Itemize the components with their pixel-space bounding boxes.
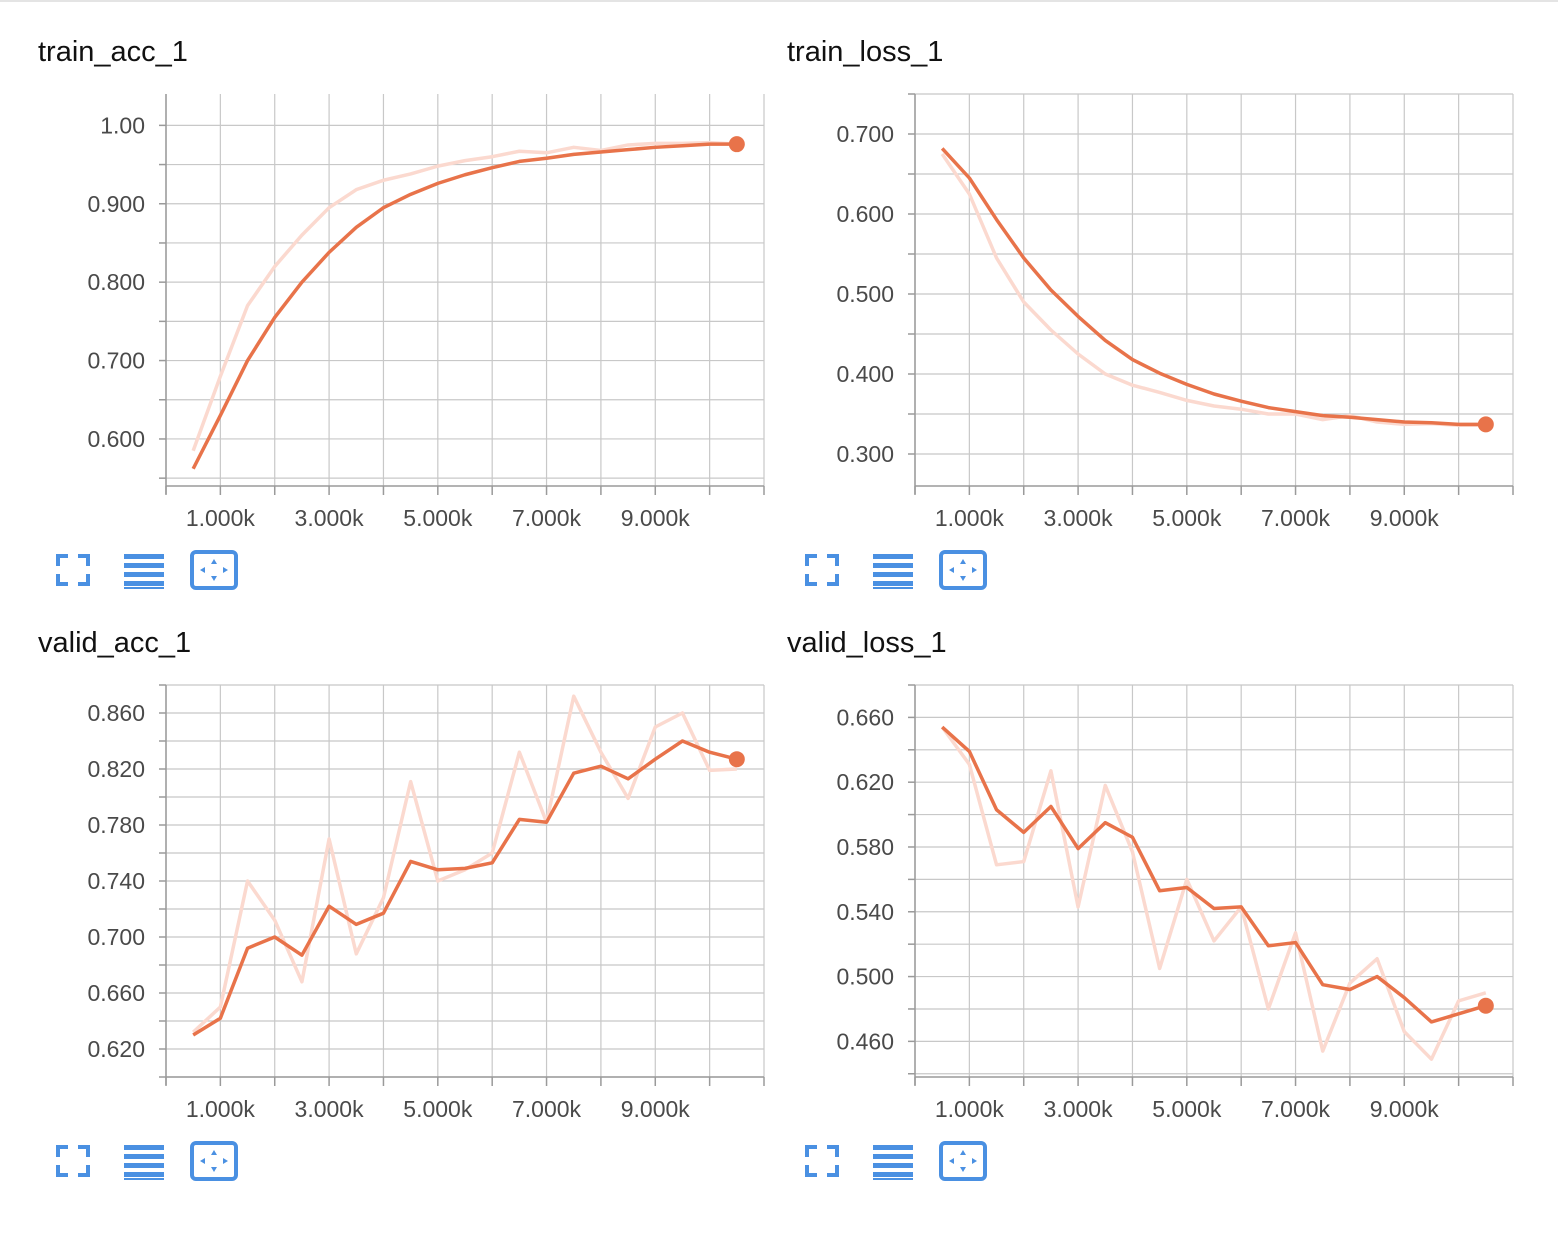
chart-title: valid_acc_1 xyxy=(38,627,192,659)
fullscreen-icon-glyph xyxy=(56,554,90,586)
fullscreen-icon-glyph xyxy=(805,1145,839,1177)
smoothed-series-line xyxy=(191,142,737,470)
chart-title: valid_loss_1 xyxy=(787,627,947,659)
gridlines xyxy=(165,684,765,1078)
top-divider xyxy=(0,0,1558,2)
chart-controls xyxy=(52,550,252,590)
y-tick-label: 0.660 xyxy=(836,704,894,730)
x-tick-label: 7.000k xyxy=(1261,1096,1331,1122)
fullscreen-icon[interactable] xyxy=(801,550,843,590)
x-tick-label: 9.000k xyxy=(621,505,691,531)
chart-card-train-loss: train_loss_1 1.000k 3.000k 5.000k 7.000k 9.0… xyxy=(749,0,1514,590)
x-tick-label: 7.000k xyxy=(1261,505,1331,531)
gridlines xyxy=(165,94,765,486)
raw-series-line xyxy=(940,153,1486,427)
data-table-icon[interactable] xyxy=(122,550,166,590)
x-tick-label: 9.000k xyxy=(1370,505,1440,531)
y-tick-label: 0.620 xyxy=(836,769,894,795)
chart-title: train_loss_1 xyxy=(787,36,944,68)
x-tick-label: 3.000k xyxy=(295,505,365,531)
data-table-icon-glyph xyxy=(124,1145,164,1180)
y-tick-label: 0.660 xyxy=(87,980,145,1006)
y-tick-label: 0.500 xyxy=(836,281,894,307)
smoothed-series-line xyxy=(941,725,1487,1024)
x-tick-label: 7.000k xyxy=(512,505,582,531)
x-tick-label: 1.000k xyxy=(935,1096,1005,1122)
y-tick-label: 0.540 xyxy=(836,899,894,925)
line-chart-valid-acc: 1.000k 3.000k 5.000k 7.000k 9.000k 0.620 0.660… xyxy=(87,684,765,1122)
y-tick-label: 0.740 xyxy=(87,868,145,894)
fit-domain-icon-glyph xyxy=(939,550,987,590)
y-tick-label: 0.600 xyxy=(836,201,894,227)
fullscreen-icon[interactable] xyxy=(801,1141,843,1181)
fullscreen-icon-glyph xyxy=(805,554,839,586)
data-table-icon[interactable] xyxy=(122,1141,166,1181)
y-tick-label: 0.700 xyxy=(836,121,894,147)
x-tick-label: 3.000k xyxy=(1044,505,1114,531)
fit-domain-icon-glyph xyxy=(190,1141,238,1181)
y-tick-label: 0.800 xyxy=(87,269,145,295)
y-tick-label: 1.00 xyxy=(100,112,145,138)
y-tick-label: 0.300 xyxy=(836,441,894,467)
line-chart-train-acc: 1.000k 3.000k 5.000k 7.000k 9.000k 0.600 0.700… xyxy=(87,94,765,531)
x-tick-label: 3.000k xyxy=(295,1096,365,1122)
fullscreen-icon-glyph xyxy=(56,1145,90,1177)
fit-domain-icon-glyph xyxy=(939,1141,987,1181)
y-tick-label: 0.700 xyxy=(87,924,145,950)
x-tick-label: 3.000k xyxy=(1044,1096,1114,1122)
x-tick-label: 1.000k xyxy=(186,505,256,531)
fit-domain-icon[interactable] xyxy=(190,1141,238,1181)
data-table-icon[interactable] xyxy=(871,550,915,590)
y-tick-label: 0.900 xyxy=(87,191,145,217)
x-tick-label: 9.000k xyxy=(1370,1096,1440,1122)
chart-controls xyxy=(52,1141,252,1181)
line-chart-train-loss: 1.000k 3.000k 5.000k 7.000k 9.000k 0.300 0.400… xyxy=(836,93,1514,531)
y-tick-label: 0.820 xyxy=(87,756,145,782)
y-tick-label: 0.460 xyxy=(836,1028,894,1054)
smoothed-series-line xyxy=(192,739,738,1037)
y-tick-label: 0.580 xyxy=(836,834,894,860)
x-tick-label: 1.000k xyxy=(186,1096,256,1122)
line-chart-valid-loss: 1.000k 3.000k 5.000k 7.000k 9.000k 0.460 0.500… xyxy=(836,684,1514,1122)
x-tick-label: 5.000k xyxy=(1152,505,1222,531)
fit-domain-icon[interactable] xyxy=(190,550,238,590)
chart-title: train_acc_1 xyxy=(38,36,188,68)
last-value-marker[interactable] xyxy=(1477,997,1494,1014)
x-tick-label: 7.000k xyxy=(512,1096,582,1122)
y-tick-label: 0.600 xyxy=(87,426,145,452)
y-tick-label: 0.700 xyxy=(87,348,145,374)
fit-domain-icon[interactable] xyxy=(939,1141,987,1181)
y-tick-label: 0.860 xyxy=(87,700,145,726)
y-tick-label: 0.620 xyxy=(87,1036,145,1062)
data-table-icon-glyph xyxy=(873,1145,913,1180)
x-tick-label: 5.000k xyxy=(403,505,473,531)
smoothed-series-line xyxy=(940,147,1486,427)
chart-card-train-acc: train_acc_1 1.000k 3.000k 5.000k 7.000k 9.00… xyxy=(0,0,765,590)
last-value-marker[interactable] xyxy=(728,751,745,768)
data-table-icon-glyph xyxy=(873,554,913,589)
y-tick-label: 0.780 xyxy=(87,812,145,838)
chart-controls xyxy=(801,550,1001,590)
gridlines xyxy=(914,93,1514,486)
chart-card-valid-acc: valid_acc_1 1.000k 3.000k 5.000k 7.000k 9.00… xyxy=(0,591,765,1181)
y-tick-label: 0.400 xyxy=(836,361,894,387)
chart-card-valid-loss: valid_loss_1 1.000k 3.000k 5.000k 7.000k 9.0… xyxy=(749,591,1514,1181)
fit-domain-icon-glyph xyxy=(190,550,238,590)
last-value-marker[interactable] xyxy=(1477,416,1494,433)
x-tick-label: 5.000k xyxy=(403,1096,473,1122)
x-tick-label: 5.000k xyxy=(1152,1096,1222,1122)
gridlines xyxy=(914,684,1514,1077)
chart-controls xyxy=(801,1141,1001,1181)
last-value-marker[interactable] xyxy=(728,136,745,153)
y-tick-label: 0.500 xyxy=(836,964,894,990)
fit-domain-icon[interactable] xyxy=(939,550,987,590)
raw-series-line xyxy=(940,726,1487,1061)
x-tick-label: 9.000k xyxy=(621,1096,691,1122)
fullscreen-icon[interactable] xyxy=(52,1141,94,1181)
data-table-icon-glyph xyxy=(124,554,164,589)
x-tick-label: 1.000k xyxy=(935,505,1005,531)
fullscreen-icon[interactable] xyxy=(52,550,94,590)
raw-series-line xyxy=(191,140,737,452)
data-table-icon[interactable] xyxy=(871,1141,915,1181)
